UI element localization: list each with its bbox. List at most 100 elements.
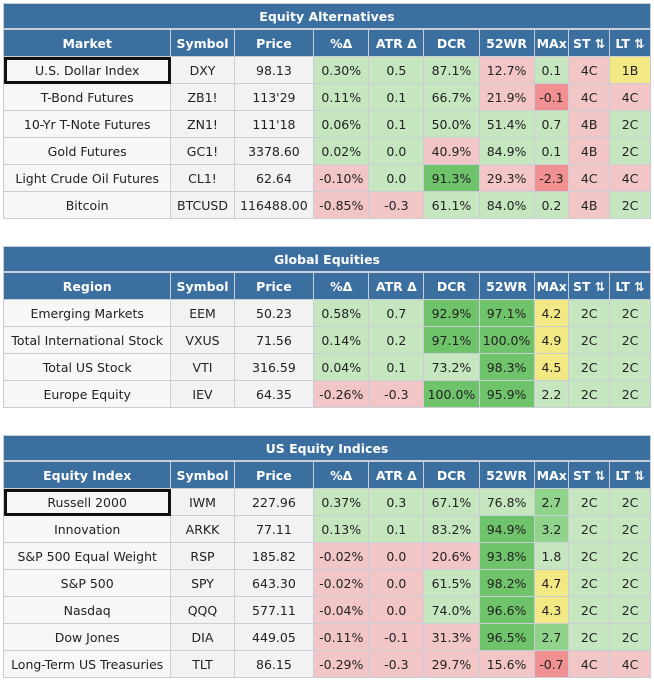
col-header[interactable]: %Δ	[313, 272, 370, 300]
table-row[interactable]: Russell 2000 IWM 227.96 0.37% 0.3 67.1% …	[2, 488, 651, 516]
col-header[interactable]: Equity Index	[2, 461, 172, 489]
cell-max: 3.2	[533, 515, 570, 543]
table-row[interactable]: Europe Equity IEV 64.35 -0.26% -0.3 100.…	[2, 380, 651, 408]
cell-pct: -0.29%	[313, 650, 370, 678]
col-header[interactable]: ST ⇅	[568, 272, 611, 300]
col-header[interactable]: %Δ	[313, 29, 370, 57]
col-header[interactable]: 52WR	[478, 29, 535, 57]
table-row[interactable]: S&P 500 Equal Weight RSP 185.82 -0.02% 0…	[2, 542, 651, 570]
col-header[interactable]: Price	[233, 272, 315, 300]
col-header[interactable]: ST ⇅	[568, 461, 611, 489]
section-global-equities: Global Equities Region Symbol Price %Δ A…	[2, 246, 651, 408]
cell-atr: 0.1	[368, 83, 425, 111]
cell-name: Total US Stock	[2, 353, 172, 381]
col-header[interactable]: LT ⇅	[609, 461, 651, 489]
cell-st: 4C	[568, 56, 611, 84]
cell-52wr: 84.0%	[478, 191, 535, 219]
table-row[interactable]: Bitcoin BTCUSD 116488.00 -0.85% -0.3 61.…	[2, 191, 651, 219]
col-header[interactable]: DCR	[423, 461, 480, 489]
table-row[interactable]: Total US Stock VTI 316.59 0.04% 0.1 73.2…	[2, 353, 651, 381]
cell-atr: -0.1	[368, 623, 425, 651]
section-title: Equity Alternatives	[3, 3, 651, 29]
cell-52wr: 100.0%	[478, 326, 535, 354]
cell-price: 71.56	[233, 326, 315, 354]
col-header[interactable]: Price	[233, 461, 315, 489]
table-row[interactable]: Dow Jones DIA 449.05 -0.11% -0.1 31.3% 9…	[2, 623, 651, 651]
table-row[interactable]: 10-Yr T-Note Futures ZN1! 111'18 0.06% 0…	[2, 110, 651, 138]
cell-dcr: 20.6%	[423, 542, 480, 570]
cell-name: U.S. Dollar Index	[2, 56, 172, 84]
cell-st: 4C	[568, 164, 611, 192]
cell-max: 2.7	[533, 623, 570, 651]
col-header[interactable]: DCR	[423, 29, 480, 57]
cell-price: 316.59	[233, 353, 315, 381]
cell-52wr: 96.6%	[478, 596, 535, 624]
cell-name: Nasdaq	[2, 596, 172, 624]
col-header[interactable]: LT ⇅	[609, 29, 651, 57]
col-header[interactable]: MAx	[533, 272, 570, 300]
table-row[interactable]: Light Crude Oil Futures CL1! 62.64 -0.10…	[2, 164, 651, 192]
cell-52wr: 76.8%	[478, 488, 535, 516]
cell-symbol: TLT	[170, 650, 235, 678]
col-header[interactable]: DCR	[423, 272, 480, 300]
cell-dcr: 66.7%	[423, 83, 480, 111]
cell-max: 0.2	[533, 191, 570, 219]
col-header[interactable]: 52WR	[478, 272, 535, 300]
table-row[interactable]: Nasdaq QQQ 577.11 -0.04% 0.0 74.0% 96.6%…	[2, 596, 651, 624]
col-header[interactable]: ST ⇅	[568, 29, 611, 57]
cell-max: 0.7	[533, 110, 570, 138]
cell-st: 2C	[568, 353, 611, 381]
cell-symbol: ZN1!	[170, 110, 235, 138]
cell-52wr: 96.5%	[478, 623, 535, 651]
col-header[interactable]: Price	[233, 29, 315, 57]
cell-price: 185.82	[233, 542, 315, 570]
table-equity-alternatives: Market Symbol Price %Δ ATR Δ DCR 52WR MA…	[2, 29, 651, 219]
cell-symbol: QQQ	[170, 596, 235, 624]
cell-name: Russell 2000	[2, 488, 172, 516]
cell-name: Total International Stock	[2, 326, 172, 354]
cell-atr: 0.0	[368, 596, 425, 624]
cell-max: -0.1	[533, 83, 570, 111]
cell-lt: 2C	[609, 191, 651, 219]
col-header[interactable]: ATR Δ	[368, 272, 425, 300]
col-header[interactable]: 52WR	[478, 461, 535, 489]
cell-52wr: 21.9%	[478, 83, 535, 111]
cell-st: 2C	[568, 299, 611, 327]
cell-name: Light Crude Oil Futures	[2, 164, 172, 192]
cell-52wr: 15.6%	[478, 650, 535, 678]
col-header[interactable]: Symbol	[170, 29, 235, 57]
table-row[interactable]: Gold Futures GC1! 3378.60 0.02% 0.0 40.9…	[2, 137, 651, 165]
table-row[interactable]: Innovation ARKK 77.11 0.13% 0.1 83.2% 94…	[2, 515, 651, 543]
table-row[interactable]: S&P 500 SPY 643.30 -0.02% 0.0 61.5% 98.2…	[2, 569, 651, 597]
cell-pct: 0.14%	[313, 326, 370, 354]
cell-dcr: 97.1%	[423, 326, 480, 354]
table-row[interactable]: Emerging Markets EEM 50.23 0.58% 0.7 92.…	[2, 299, 651, 327]
cell-name: S&P 500 Equal Weight	[2, 542, 172, 570]
col-header[interactable]: Symbol	[170, 272, 235, 300]
cell-52wr: 95.9%	[478, 380, 535, 408]
cell-pct: 0.13%	[313, 515, 370, 543]
col-header[interactable]: MAx	[533, 461, 570, 489]
cell-atr: 0.5	[368, 56, 425, 84]
col-header[interactable]: Market	[2, 29, 172, 57]
cell-pct: 0.04%	[313, 353, 370, 381]
table-us-equity-indices: Equity Index Symbol Price %Δ ATR Δ DCR 5…	[2, 461, 651, 678]
table-row[interactable]: Long-Term US Treasuries TLT 86.15 -0.29%…	[2, 650, 651, 678]
col-header[interactable]: Symbol	[170, 461, 235, 489]
cell-max: 4.2	[533, 299, 570, 327]
cell-dcr: 61.5%	[423, 569, 480, 597]
table-row[interactable]: T-Bond Futures ZB1! 113'29 0.11% 0.1 66.…	[2, 83, 651, 111]
col-header[interactable]: ATR Δ	[368, 461, 425, 489]
table-row[interactable]: U.S. Dollar Index DXY 98.13 0.30% 0.5 87…	[2, 56, 651, 84]
cell-pct: -0.85%	[313, 191, 370, 219]
cell-lt: 2C	[609, 623, 651, 651]
cell-symbol: RSP	[170, 542, 235, 570]
cell-atr: 0.0	[368, 164, 425, 192]
col-header[interactable]: ATR Δ	[368, 29, 425, 57]
col-header[interactable]: LT ⇅	[609, 272, 651, 300]
col-header[interactable]: %Δ	[313, 461, 370, 489]
cell-st: 4B	[568, 137, 611, 165]
col-header[interactable]: Region	[2, 272, 172, 300]
table-row[interactable]: Total International Stock VXUS 71.56 0.1…	[2, 326, 651, 354]
col-header[interactable]: MAx	[533, 29, 570, 57]
